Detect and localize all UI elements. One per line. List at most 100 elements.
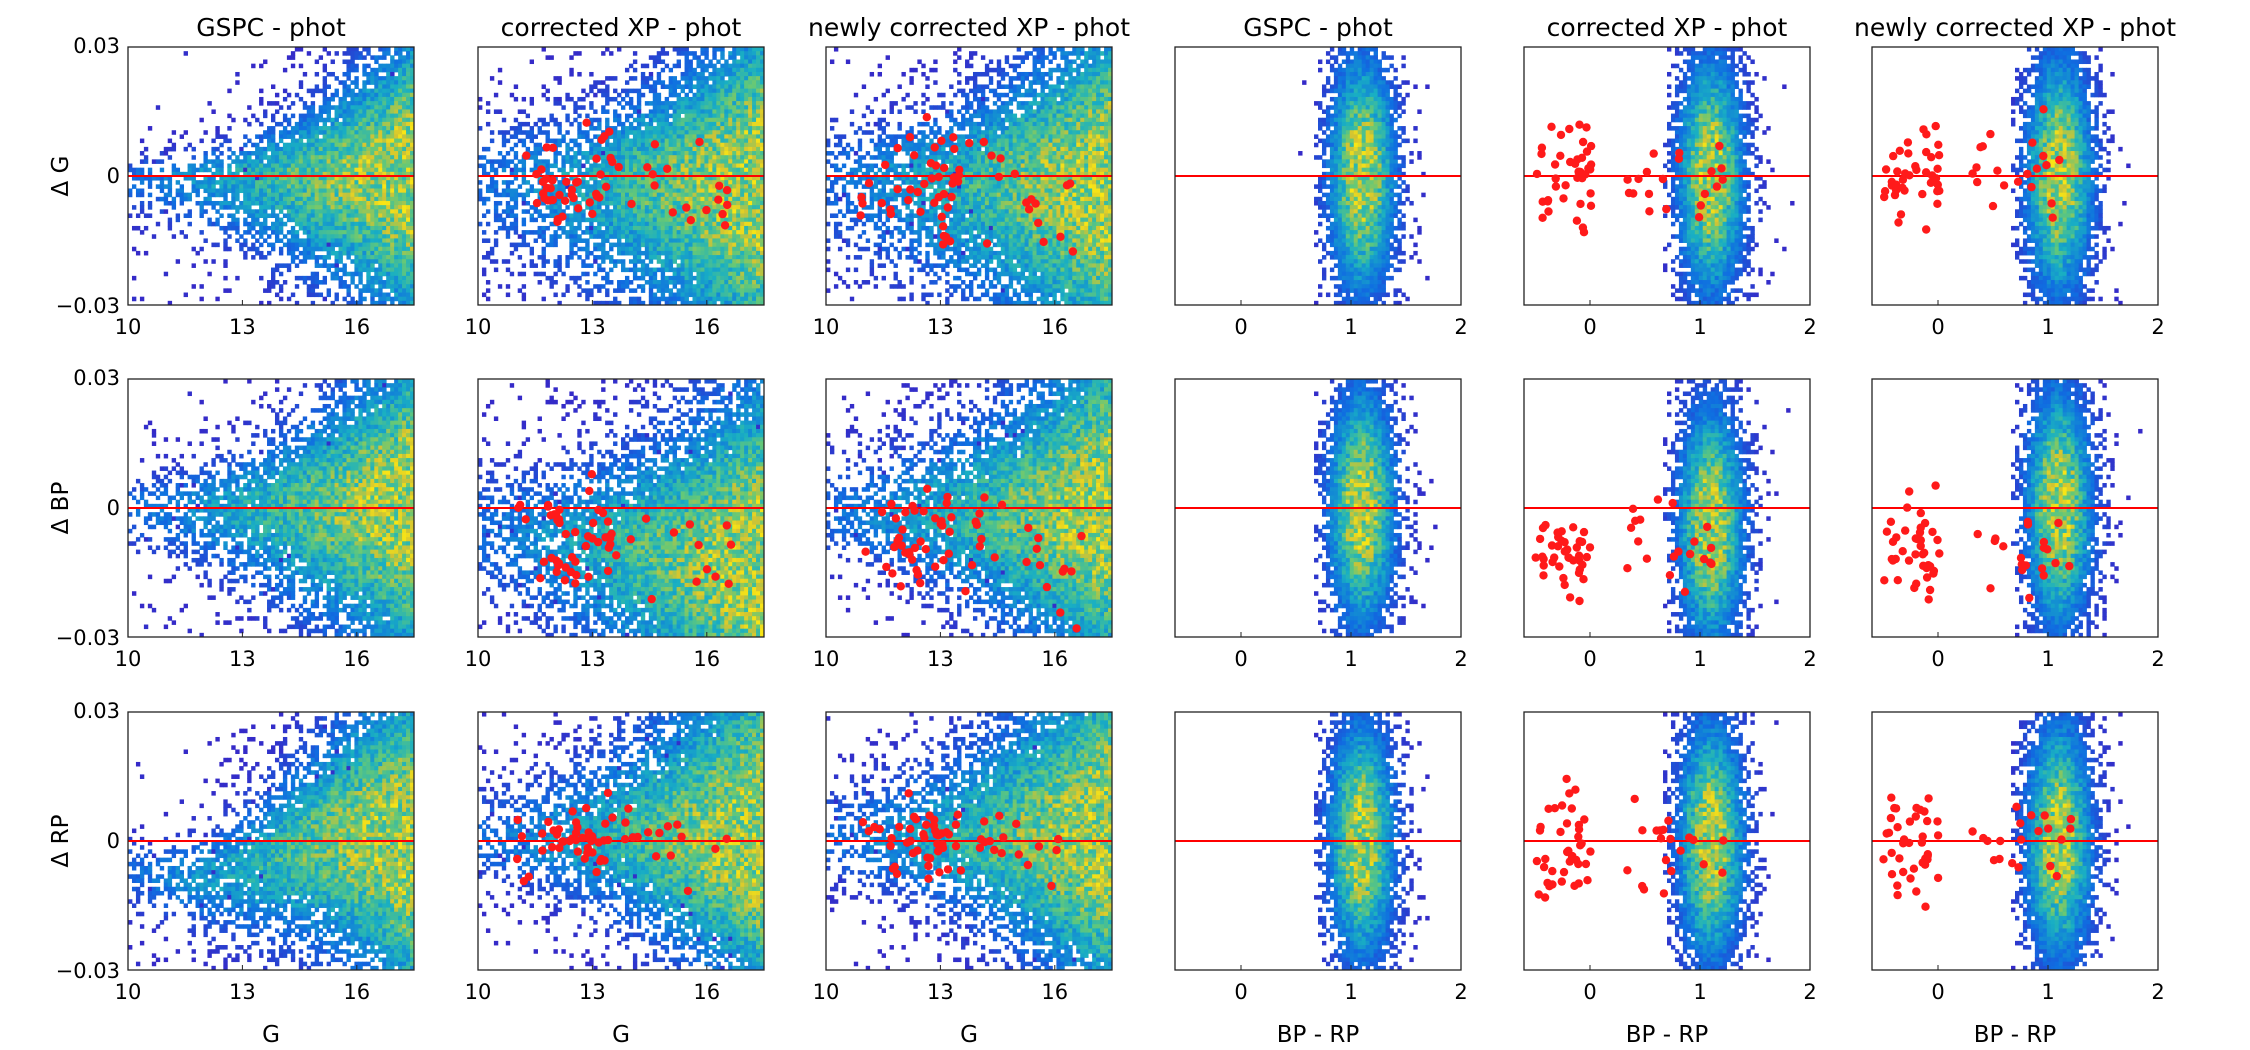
x-tick-label: 16 xyxy=(693,647,720,671)
outlier-point xyxy=(1887,518,1895,526)
y-axis-label: Δ BP xyxy=(48,482,74,535)
outlier-point xyxy=(954,811,962,819)
outlier-point xyxy=(1039,238,1047,246)
outlier-point xyxy=(596,857,604,865)
outlier-point xyxy=(944,203,952,211)
outlier-point xyxy=(2000,181,2008,189)
x-tick-label: 16 xyxy=(343,315,370,339)
outlier-point xyxy=(1689,836,1697,844)
outlier-point xyxy=(946,528,954,536)
outlier-point xyxy=(1034,534,1042,542)
outlier-point xyxy=(554,215,562,223)
outlier-point xyxy=(1888,849,1896,857)
panel-title: corrected XP - phot xyxy=(501,13,742,42)
outlier-point xyxy=(538,846,546,854)
outlier-point xyxy=(1917,509,1925,517)
outlier-point xyxy=(1925,595,1933,603)
outlier-point xyxy=(533,199,541,207)
outlier-point xyxy=(878,508,886,516)
outlier-point xyxy=(2008,859,2016,867)
outlier-point xyxy=(554,561,562,569)
outlier-point xyxy=(513,855,521,863)
density-layer xyxy=(128,47,2143,970)
outlier-point xyxy=(1015,850,1023,858)
y-tick-label: 0 xyxy=(107,496,120,520)
outlier-point xyxy=(546,196,554,204)
outlier-point xyxy=(627,200,635,208)
outlier-point xyxy=(859,818,867,826)
outlier-point xyxy=(1901,526,1909,534)
outlier-point xyxy=(1670,552,1678,560)
outlier-point xyxy=(952,842,960,850)
outlier-point xyxy=(536,574,544,582)
x-tick-label: 16 xyxy=(1041,647,1068,671)
outlier-point xyxy=(725,580,733,588)
x-tick-label: 13 xyxy=(927,647,954,671)
outlier-point xyxy=(1697,201,1705,209)
outlier-point xyxy=(1544,207,1552,215)
outlier-point xyxy=(2039,105,2047,113)
outlier-point xyxy=(543,184,551,192)
outlier-point xyxy=(944,865,952,873)
outlier-point xyxy=(648,595,656,603)
outlier-point xyxy=(1036,561,1044,569)
x-tick-label: 0 xyxy=(1583,315,1596,339)
x-tick-label: 10 xyxy=(115,315,142,339)
x-tick-label: 2 xyxy=(1454,647,1467,671)
outlier-point xyxy=(1033,545,1041,553)
outlier-point xyxy=(594,538,602,546)
outlier-point xyxy=(938,213,946,221)
outlier-point xyxy=(655,829,663,837)
outlier-point xyxy=(1025,205,1033,213)
outlier-point xyxy=(2012,803,2020,811)
outlier-point xyxy=(914,188,922,196)
outlier-point xyxy=(1631,795,1639,803)
outlier-point xyxy=(569,194,577,202)
reference-lines-layer xyxy=(128,176,2158,841)
outlier-point xyxy=(566,837,574,845)
outlier-point xyxy=(1880,193,1888,201)
outlier-point xyxy=(995,812,1003,820)
x-axis-label: BP - RP xyxy=(1974,1022,2057,1048)
outlier-point xyxy=(562,530,570,538)
outlier-point xyxy=(890,543,898,551)
outlier-point xyxy=(582,804,590,812)
outlier-point xyxy=(1552,182,1560,190)
panel-title: newly corrected XP - phot xyxy=(808,13,1130,42)
outlier-point xyxy=(1631,517,1639,525)
x-axis-label: G xyxy=(612,1022,630,1048)
outlier-point xyxy=(643,163,651,171)
x-tick-label: 10 xyxy=(115,980,142,1004)
x-tick-label: 10 xyxy=(813,647,840,671)
outlier-point xyxy=(930,199,938,207)
x-tick-label: 1 xyxy=(2041,647,2054,671)
outlier-point xyxy=(1547,123,1555,131)
outlier-point xyxy=(906,133,914,141)
outlier-point xyxy=(931,143,939,151)
x-tick-label: 10 xyxy=(813,980,840,1004)
outlier-point xyxy=(1917,542,1925,550)
outlier-point xyxy=(924,875,932,883)
outlier-point xyxy=(906,185,914,193)
outlier-point xyxy=(584,532,592,540)
outlier-point xyxy=(538,829,546,837)
outlier-point xyxy=(1666,571,1674,579)
outlier-point xyxy=(876,825,884,833)
outlier-point xyxy=(516,501,524,509)
outlier-point xyxy=(878,199,886,207)
outlier-point xyxy=(1974,530,1982,538)
outlier-point xyxy=(1650,149,1658,157)
outlier-point xyxy=(975,509,983,517)
x-tick-label: 13 xyxy=(579,980,606,1004)
x-tick-label: 0 xyxy=(1583,647,1596,671)
y-tick-label: 0 xyxy=(107,829,120,853)
outlier-point xyxy=(1565,789,1573,797)
outlier-point xyxy=(1576,200,1584,208)
outlier-point xyxy=(584,573,592,581)
panel-title: GSPC - phot xyxy=(196,13,346,42)
outlier-point xyxy=(1559,194,1567,202)
outlier-point xyxy=(1900,835,1908,843)
x-tick-label: 1 xyxy=(2041,315,2054,339)
outlier-point xyxy=(2053,872,2061,880)
outlier-point xyxy=(1968,169,1976,177)
